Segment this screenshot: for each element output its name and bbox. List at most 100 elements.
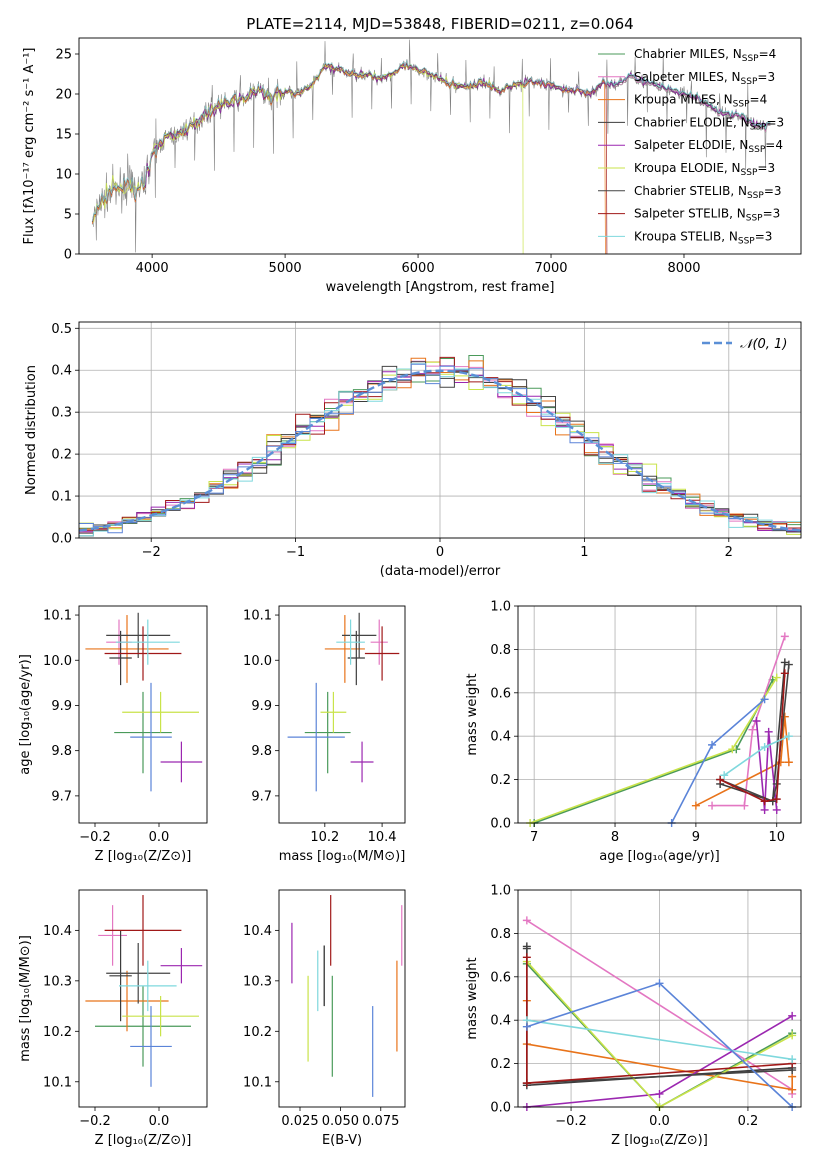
error-bar-point: [104, 895, 182, 966]
legend-label-suffix: =3: [757, 70, 775, 84]
y-tick-label: 0.6: [490, 686, 511, 701]
error-bar-point: [114, 691, 172, 774]
error-bar-point: [104, 626, 182, 681]
series-marker: [522, 944, 531, 953]
series-marker: [708, 740, 717, 749]
panel-mass_vs_z: −0.2 0.0 10.1 10.2 10.3 10.4 Z [log₁₀(Z/Z⊙)] ma…: [18, 889, 208, 1148]
series-line: [526, 1019, 793, 1061]
x-axis-label: mass [log₁₀(M/M⊙)]: [279, 849, 406, 864]
y-axis-label: Flux [fλ10⁻¹⁷ erg cm⁻² s⁻¹ A⁻¹]: [22, 48, 37, 245]
axes-frame: [278, 605, 406, 824]
mass-weight-series: [530, 675, 777, 827]
model-spectrum-line: [91, 59, 771, 222]
error-bar-point: [287, 682, 345, 792]
x-tick-label: 0.2: [738, 1114, 759, 1129]
x-tick-label: 0.025: [281, 1114, 318, 1129]
series-line: [712, 636, 786, 807]
y-tick-label: 0.3: [51, 406, 72, 421]
x-tick-label: −0.2: [79, 1114, 111, 1129]
panel-spectrum: 4000 5000 6000 7000 8000 0 5 10 15 20 25 wavelength…: [22, 37, 802, 295]
x-tick-label: 0.0: [649, 1114, 670, 1129]
series-line: [670, 698, 766, 824]
y-tick-label: 0.1: [51, 490, 72, 505]
y-tick-label: 0.2: [490, 773, 511, 788]
y-tick-label: 9.7: [251, 789, 272, 804]
mass-weight-series: [720, 732, 793, 780]
legend-label: Kroupa STELIB, NSSP=3: [634, 229, 772, 246]
error-bar-point: [109, 930, 132, 1022]
y-axis-label: mass weight: [465, 957, 480, 1039]
legend-label-text: Kroupa MILES, N: [634, 93, 733, 107]
x-tick-label: 10: [768, 830, 785, 845]
legend-label-subscript: SSP: [750, 122, 767, 132]
x-tick-label: 0.050: [322, 1114, 359, 1129]
error-bar-point: [320, 691, 347, 733]
axes-frame: [278, 889, 406, 1108]
y-tick-label: 0.2: [51, 448, 72, 463]
y-tick-label: 0.0: [490, 817, 511, 832]
legend-label-subscript: SSP: [738, 236, 755, 246]
y-tick-label: 0.2: [490, 1057, 511, 1072]
y-tick-label: 10.1: [243, 609, 272, 624]
y-tick-label: 10.3: [43, 974, 72, 989]
legend-label-text: Salpeter MILES, N: [634, 70, 741, 84]
axes-frame: [517, 605, 802, 824]
legend-label-suffix: =4: [750, 93, 768, 107]
series-marker: [780, 658, 789, 667]
series-marker: [691, 801, 700, 810]
axes: 7 8 9 10 0.0 0.2 0.4 0.6 0.8 1.0 age [log₁₀(age/yr…: [465, 600, 802, 864]
plot-area: [91, 39, 771, 254]
y-tick-label: 0.8: [490, 643, 511, 658]
mass-weight-series: [522, 953, 797, 1088]
model-spectrum-line: [93, 63, 524, 254]
legend-label-subscript: SSP: [747, 191, 764, 201]
series-marker: [780, 632, 789, 641]
legend-label: 𝒩(0, 1): [740, 337, 787, 352]
error-bar-point: [364, 626, 400, 681]
series-line: [719, 664, 790, 803]
error-bar-point: [95, 985, 191, 1067]
series-line: [755, 720, 778, 811]
normal-distribution-curve: [79, 369, 801, 532]
legend-label-subscript: SSP: [741, 168, 758, 178]
panel-weight_vs_age: 7 8 9 10 0.0 0.2 0.4 0.6 0.8 1.0 age [log₁₀(age/yr…: [465, 600, 802, 864]
axes: 4000 5000 6000 7000 8000 0 5 10 15 20 25 wavelength…: [22, 37, 802, 295]
series-marker: [728, 745, 737, 754]
series-marker: [760, 805, 769, 814]
error-bar-point: [122, 995, 199, 1037]
x-tick-label: 10.4: [368, 830, 397, 845]
y-tick-label: 15: [55, 128, 72, 143]
y-tick-label: 0: [64, 248, 72, 263]
series-marker: [788, 1055, 797, 1064]
plot-area: [291, 895, 403, 1097]
error-bar-point: [130, 1006, 172, 1087]
error-bar-point: [109, 630, 132, 686]
legend-label-suffix: =3: [766, 115, 784, 129]
y-tick-label: 9.8: [251, 744, 272, 759]
y-tick-label: 5: [64, 208, 72, 223]
x-tick-label: 0.075: [362, 1114, 399, 1129]
legend-label-suffix: =3: [763, 207, 781, 221]
legend-label-subscript: SSP: [742, 54, 759, 64]
y-tick-label: 1.0: [490, 600, 511, 615]
x-axis-label: E(B-V): [322, 1133, 362, 1148]
error-bar-point: [85, 615, 169, 683]
error-bar-point: [336, 619, 365, 665]
error-bar-point: [98, 905, 127, 966]
series-marker: [772, 673, 781, 682]
panel-weight_vs_z: −0.2 0.0 0.2 0.0 0.2 0.4 0.6 0.8 1.0 Z [log₁₀(Z/Z…: [465, 884, 802, 1148]
series-marker: [720, 771, 729, 780]
series-marker: [788, 1031, 797, 1040]
error-bar-point: [304, 691, 351, 774]
series-marker: [748, 725, 757, 734]
x-axis-label: (data-model)/error: [380, 564, 501, 579]
series-marker: [760, 695, 769, 704]
axes: 0.025 0.050 0.075 10.1 10.2 10.3 10.4 E(B-V): [243, 889, 406, 1148]
y-tick-label: 9.7: [51, 789, 72, 804]
error-bar-point: [160, 741, 203, 783]
series-marker: [780, 669, 789, 678]
y-tick-label: 0.4: [51, 364, 72, 379]
x-axis-label: wavelength [Angstrom, rest frame]: [326, 280, 555, 295]
error-bar-point: [106, 942, 171, 1004]
x-tick-label: 8: [611, 830, 619, 845]
